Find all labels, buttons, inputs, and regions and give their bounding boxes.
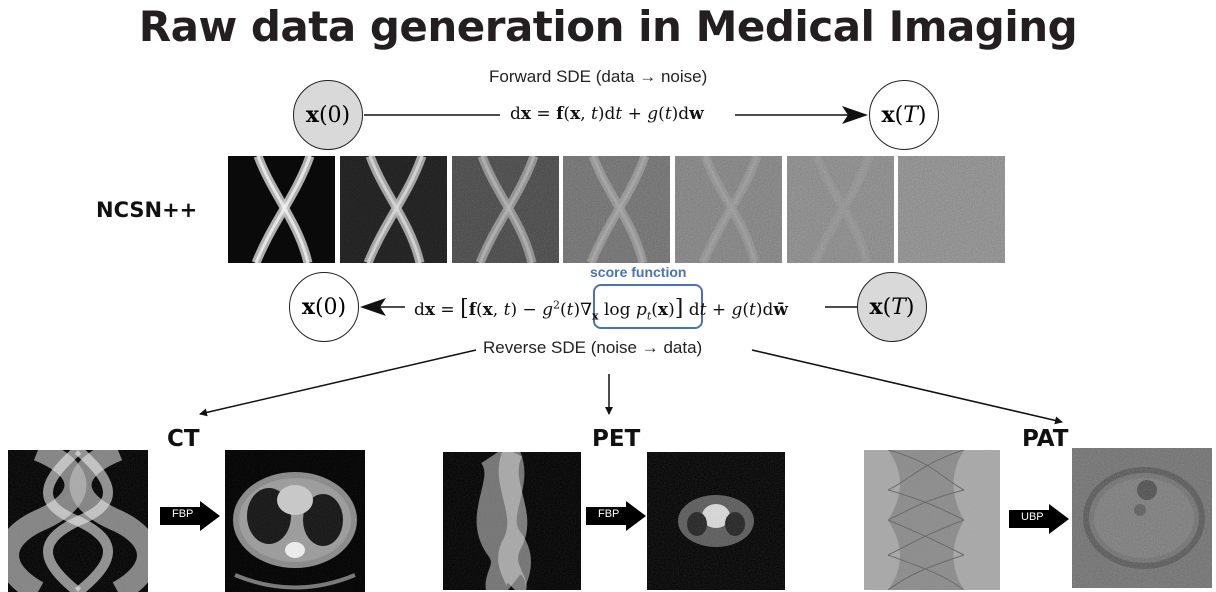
- noise-panel-2: [340, 156, 447, 263]
- pat-recon-arrow: [1009, 504, 1069, 534]
- modality-pat-label: PAT: [1022, 426, 1069, 452]
- arrow-to-ct: [199, 349, 477, 417]
- noise-panel-7: [898, 156, 1005, 263]
- pet-recon-arrow: [586, 501, 646, 531]
- forward-end-node-label: x(T): [881, 102, 927, 128]
- noise-panel-6: [787, 156, 894, 263]
- forward-start-node-label: x(0): [305, 102, 351, 128]
- pat-recon-label: UBP: [1021, 511, 1044, 523]
- forward-end-node: x(T): [869, 80, 939, 150]
- noise-panel-4: [563, 156, 670, 263]
- ct-sinogram: [8, 450, 148, 592]
- ct-recon-arrow: [160, 501, 220, 531]
- modality-ct-label: CT: [167, 426, 200, 452]
- noise-panel-3: [452, 156, 559, 263]
- reverse-start-node: x(T): [857, 272, 927, 342]
- pat-slice: [1072, 448, 1212, 588]
- pet-recon-label: FBP: [598, 508, 620, 520]
- arrow-to-pat: [751, 349, 1063, 425]
- model-label: NCSN++: [96, 198, 198, 222]
- reverse-sde-label: Reverse SDE (noise → data): [483, 338, 703, 357]
- pet-slice: [647, 452, 785, 590]
- score-function-box: [593, 284, 703, 329]
- modality-pet-label: PET: [592, 426, 641, 452]
- page-title: Raw data generation in Medical Imaging: [138, 2, 1078, 51]
- forward-arrow: [735, 106, 868, 124]
- reverse-sde-equation: dx = [f(x, t) − g2(t)∇x log pt(x)] dt + …: [414, 296, 789, 323]
- reverse-arrow: [360, 298, 405, 316]
- forward-start-node: x(0): [293, 80, 363, 150]
- noise-panel-5: [675, 156, 782, 263]
- ct-recon-label: FBP: [172, 508, 194, 520]
- reverse-end-node: x(0): [289, 272, 359, 342]
- pet-sinogram: [443, 452, 581, 590]
- forward-sde-label: Forward SDE (data → noise): [489, 67, 708, 86]
- pat-sinogram: [864, 450, 1000, 590]
- forward-sde-equation: dx = f(x, t)dt + g(t)dw: [510, 104, 704, 124]
- noise-panel-1: [228, 156, 335, 263]
- reverse-end-node-label: x(0): [301, 294, 347, 320]
- ct-slice: [225, 450, 365, 592]
- reverse-start-node-label: x(T): [869, 294, 915, 320]
- score-function-label: score function: [590, 264, 687, 280]
